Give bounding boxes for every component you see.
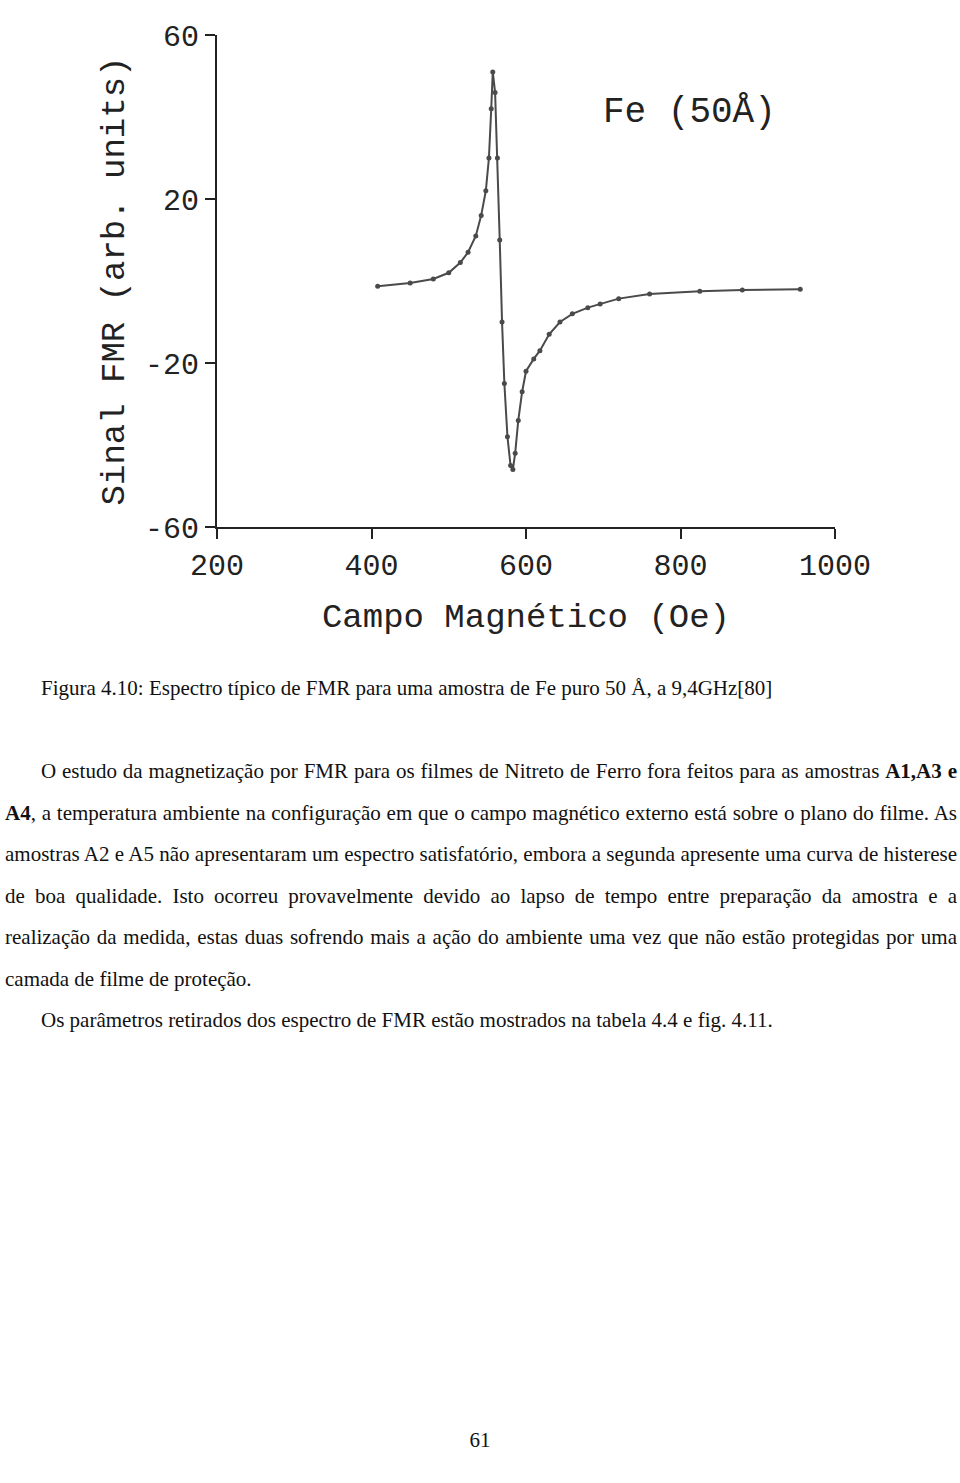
svg-text:-20: -20 [145,349,199,383]
html-text:61: 61 [469,1428,491,1452]
svg-text:800: 800 [653,550,707,584]
svg-text:-60: -60 [145,513,199,547]
html-text:Figura 4.10: Espectro típico d: Figura 4.10: Espectro típico de FMR para… [41,676,773,700]
svg-text:Fe (50Å): Fe (50Å) [603,92,776,133]
html-text:Os parâmetros retirados dos es: Os parâmetros retirados dos espectro de … [41,1008,773,1032]
html-text:O estudo da magnetização por F: O estudo da magnetização por FMR para os… [5,759,957,991]
svg-text:Campo Magnético (Oe): Campo Magnético (Oe) [322,599,730,637]
svg-text:600: 600 [499,550,553,584]
svg-text:200: 200 [190,550,244,584]
svg-text:400: 400 [344,550,398,584]
svg-text:20: 20 [163,185,199,219]
svg-text:60: 60 [163,21,199,55]
svg-text:Sinal FMR (arb. units): Sinal FMR (arb. units) [96,57,134,506]
svg-text:1000: 1000 [799,550,871,584]
